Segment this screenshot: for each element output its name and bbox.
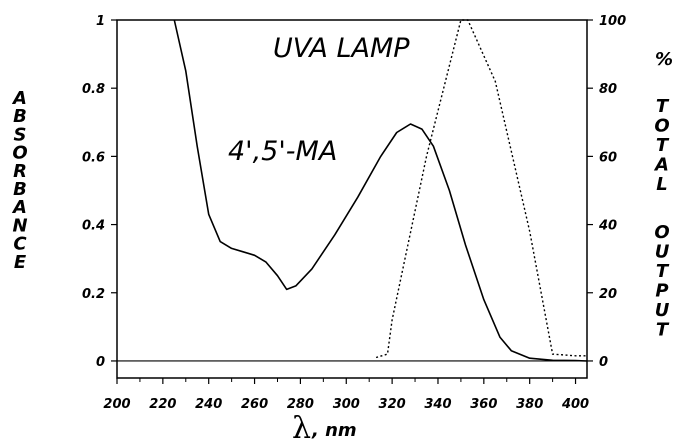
y-right-tick-label: 20 <box>599 287 617 302</box>
x-tick-label: 300 <box>333 397 360 412</box>
y-right-tick-label: 0 <box>599 355 608 370</box>
x-tick-label: 220 <box>149 397 176 412</box>
y-left-tick-label: 0 <box>96 355 105 370</box>
x-tick-label: 320 <box>379 397 406 412</box>
x-tick-label: 340 <box>424 397 451 412</box>
right-axis-label-percent: % <box>655 49 673 70</box>
plot-border <box>116 19 588 379</box>
y-right-tick-label: 40 <box>598 219 617 234</box>
series-lines <box>173 19 588 362</box>
y-right-tick-label: 80 <box>599 82 617 97</box>
x-axis-label: , nm <box>311 420 357 441</box>
annotation-4-5-ma: 4',5'-MA <box>228 136 337 167</box>
x-tick-label: 360 <box>470 397 497 412</box>
x-tick-label: 280 <box>287 397 314 412</box>
x-tick-label: 400 <box>561 397 589 412</box>
x-tick-label: 200 <box>103 397 130 412</box>
y-left-tick-label: 0.6 <box>82 150 105 165</box>
plot-frame <box>116 19 588 379</box>
y-left-tick-label: 1 <box>96 14 105 29</box>
left-axis-ticks: 1 0.8 0.6 0.4 0.2 0 <box>82 14 117 370</box>
y-right-tick-label: 100 <box>599 14 626 29</box>
x-tick-label: 380 <box>516 397 543 412</box>
annotation-uva-lamp: UVA LAMP <box>273 33 410 64</box>
series-line-4-5-ma <box>173 19 588 362</box>
x-axis-ticks: 200 220 240 260 280 300 320 340 360 380 400 <box>103 378 589 412</box>
x-tick-label: 260 <box>241 397 268 412</box>
x-tick-label: 240 <box>195 397 222 412</box>
series-line-uva-lamp <box>375 19 587 359</box>
right-axis-ticks: 100 80 60 40 20 0 <box>587 14 626 370</box>
y-left-tick-label: 0.4 <box>82 219 105 234</box>
y-right-tick-label: 60 <box>599 150 617 165</box>
y-left-tick-label: 0.2 <box>82 287 105 302</box>
y-left-tick-label: 0.8 <box>82 82 105 97</box>
x-axis-lambda-symbol: λ <box>292 411 311 442</box>
